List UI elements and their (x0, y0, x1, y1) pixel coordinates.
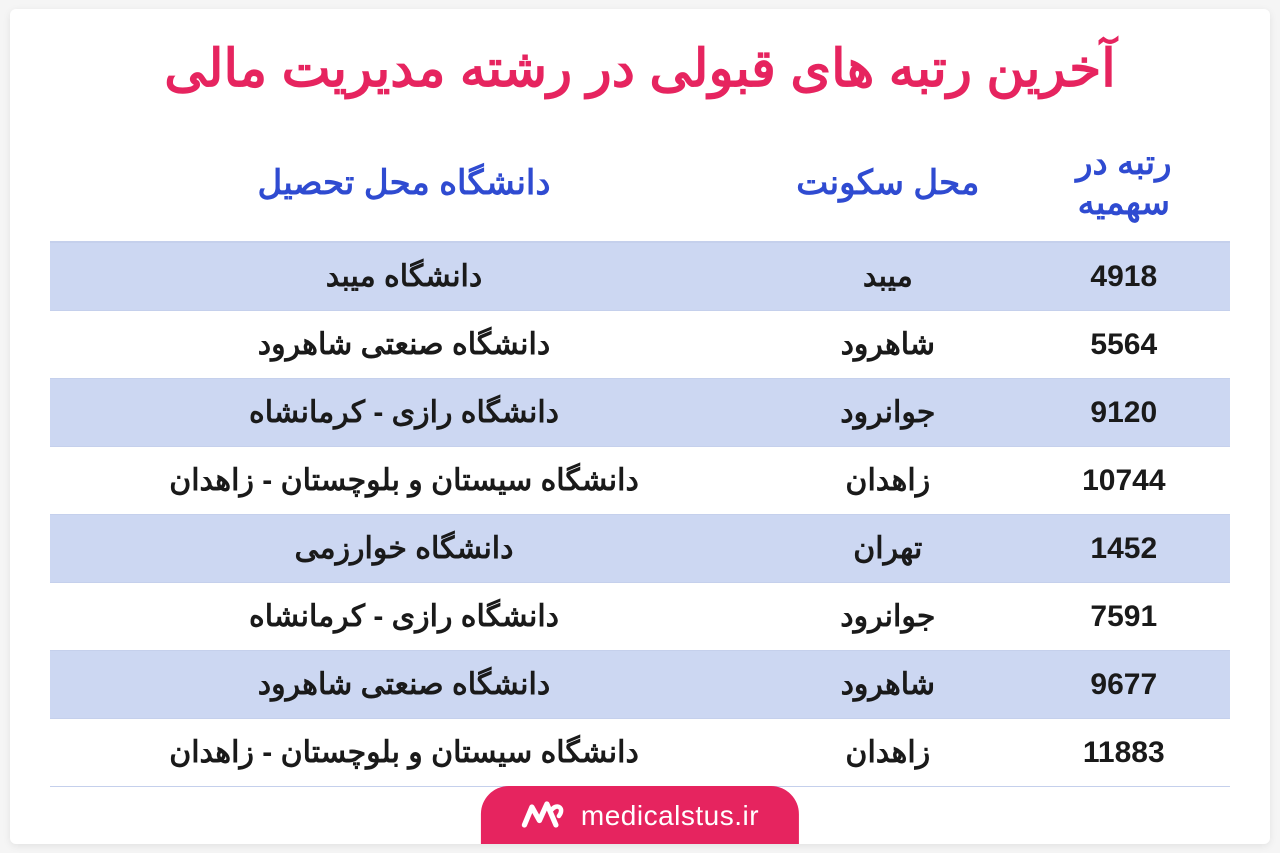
col-header-university: دانشگاه محل تحصیل (50, 129, 758, 242)
cell-location: جوانرود (758, 379, 1018, 447)
cell-location: شاهرود (758, 311, 1018, 379)
cell-university: دانشگاه میبد (50, 242, 758, 311)
table-row: 7591جوانروددانشگاه رازی - کرمانشاه (50, 583, 1230, 651)
table-header-row: رتبه در سهمیه محل سکونت دانشگاه محل تحصی… (50, 129, 1230, 242)
cell-rank: 1452 (1018, 515, 1230, 583)
table-row: 5564شاهروددانشگاه صنعتی شاهرود (50, 311, 1230, 379)
cell-rank: 5564 (1018, 311, 1230, 379)
cell-university: دانشگاه صنعتی شاهرود (50, 311, 758, 379)
brand-site-text: medicalstus.ir (581, 800, 759, 832)
cell-location: جوانرود (758, 583, 1018, 651)
cell-rank: 11883 (1018, 719, 1230, 787)
col-header-location: محل سکونت (758, 129, 1018, 242)
cell-rank: 7591 (1018, 583, 1230, 651)
table-body: 4918میبددانشگاه میبد5564شاهروددانشگاه صن… (50, 242, 1230, 787)
cell-rank: 10744 (1018, 447, 1230, 515)
table-row: 10744زاهداندانشگاه سیستان و بلوچستان - ز… (50, 447, 1230, 515)
table-row: 9120جوانروددانشگاه رازی - کرمانشاه (50, 379, 1230, 447)
cell-location: شاهرود (758, 651, 1018, 719)
cell-rank: 9120 (1018, 379, 1230, 447)
cell-university: دانشگاه سیستان و بلوچستان - زاهدان (50, 719, 758, 787)
cell-location: تهران (758, 515, 1018, 583)
medicalstus-logo-icon (521, 798, 567, 834)
brand-tab: medicalstus.ir (481, 786, 799, 844)
cell-location: میبد (758, 242, 1018, 311)
cell-university: دانشگاه خوارزمی (50, 515, 758, 583)
rankings-table: رتبه در سهمیه محل سکونت دانشگاه محل تحصی… (50, 129, 1230, 787)
cell-rank: 4918 (1018, 242, 1230, 311)
cell-location: زاهدان (758, 447, 1018, 515)
cell-university: دانشگاه رازی - کرمانشاه (50, 583, 758, 651)
table-row: 4918میبددانشگاه میبد (50, 242, 1230, 311)
cell-university: دانشگاه صنعتی شاهرود (50, 651, 758, 719)
table-row: 11883زاهداندانشگاه سیستان و بلوچستان - ز… (50, 719, 1230, 787)
info-card: آخرین رتبه های قبولی در رشته مدیریت مالی… (10, 9, 1270, 844)
table-row: 1452تهراندانشگاه خوارزمی (50, 515, 1230, 583)
cell-location: زاهدان (758, 719, 1018, 787)
table-row: 9677شاهروددانشگاه صنعتی شاهرود (50, 651, 1230, 719)
cell-university: دانشگاه سیستان و بلوچستان - زاهدان (50, 447, 758, 515)
col-header-rank: رتبه در سهمیه (1018, 129, 1230, 242)
cell-university: دانشگاه رازی - کرمانشاه (50, 379, 758, 447)
cell-rank: 9677 (1018, 651, 1230, 719)
page-title: آخرین رتبه های قبولی در رشته مدیریت مالی (50, 39, 1230, 99)
